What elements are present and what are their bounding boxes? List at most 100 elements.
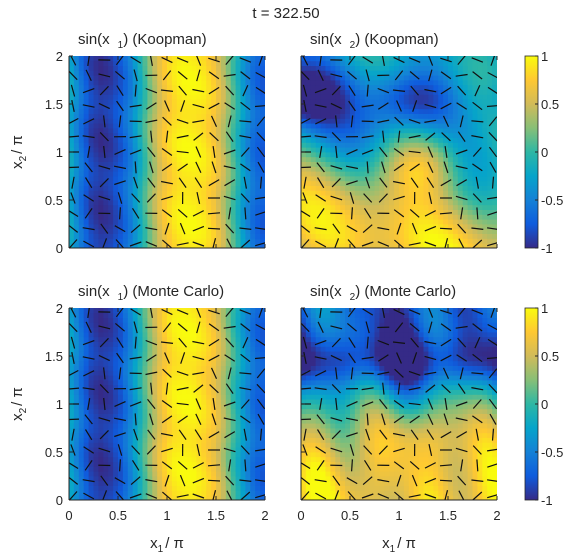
heatmap-cell bbox=[93, 332, 99, 338]
heatmap-cell bbox=[176, 142, 183, 148]
heatmap-cell bbox=[171, 99, 178, 105]
heatmap-cell bbox=[137, 214, 143, 220]
heatmap-cell bbox=[108, 461, 114, 467]
heatmap-cell bbox=[240, 224, 246, 230]
heatmap-cell bbox=[448, 89, 454, 95]
heatmap-cell bbox=[325, 176, 331, 182]
heatmap-cell bbox=[201, 485, 207, 491]
heatmap-cell bbox=[147, 456, 153, 462]
heatmap-cell bbox=[167, 89, 173, 95]
heatmap-cell bbox=[93, 99, 99, 105]
heatmap-cell bbox=[181, 147, 187, 153]
heatmap-cell bbox=[186, 432, 192, 438]
heatmap-cell bbox=[235, 176, 241, 182]
heatmap-cell bbox=[225, 394, 232, 400]
heatmap-cell bbox=[477, 233, 483, 239]
heatmap-cell bbox=[196, 60, 202, 66]
heatmap-cell bbox=[176, 360, 183, 366]
heatmap-cell bbox=[176, 370, 183, 376]
heatmap-cell bbox=[310, 84, 317, 90]
heatmap-cell bbox=[418, 219, 424, 225]
heatmap-cell bbox=[206, 480, 212, 486]
heatmap-cell bbox=[350, 99, 356, 105]
heatmap-cell bbox=[186, 485, 192, 491]
heatmap-cell bbox=[171, 356, 178, 362]
heatmap-cell bbox=[98, 161, 104, 167]
heatmap-cell bbox=[225, 389, 232, 395]
heatmap-cell bbox=[186, 466, 192, 472]
heatmap-cell bbox=[83, 461, 89, 467]
heatmap-cell bbox=[255, 185, 261, 191]
heatmap-cell bbox=[245, 132, 251, 138]
heatmap-cell bbox=[191, 99, 197, 105]
vector-arrow bbox=[103, 145, 106, 159]
heatmap-cell bbox=[137, 238, 143, 244]
heatmap-cell bbox=[230, 461, 236, 467]
heatmap-cell bbox=[157, 432, 163, 438]
heatmap-cell bbox=[201, 442, 207, 448]
heatmap-cell bbox=[78, 137, 85, 143]
heatmap-cell bbox=[191, 404, 197, 410]
heatmap-cell bbox=[335, 233, 341, 239]
heatmap-cell bbox=[108, 118, 114, 124]
heatmap-cell bbox=[211, 219, 217, 225]
heatmap-cell bbox=[220, 432, 227, 438]
heatmap-cell bbox=[83, 341, 89, 347]
heatmap-cell bbox=[345, 137, 351, 143]
heatmap-cell bbox=[127, 418, 134, 424]
heatmap-cell bbox=[152, 128, 158, 134]
heatmap-cell bbox=[225, 413, 232, 419]
heatmap-cell bbox=[230, 490, 236, 496]
heatmap-cell bbox=[142, 70, 148, 76]
heatmap-cell bbox=[196, 375, 202, 381]
heatmap-cell bbox=[399, 204, 405, 210]
heatmap-cell bbox=[137, 108, 143, 114]
heatmap-cell bbox=[78, 442, 85, 448]
heatmap-cell bbox=[438, 152, 444, 158]
heatmap-cell bbox=[220, 399, 227, 405]
heatmap-cell bbox=[201, 180, 207, 186]
panel-title-part: sin(x bbox=[78, 283, 110, 300]
heatmap-cell bbox=[122, 375, 129, 381]
heatmap-cell bbox=[255, 128, 261, 134]
heatmap-cell bbox=[157, 370, 163, 376]
heatmap-cell bbox=[310, 219, 317, 225]
heatmap-cell bbox=[482, 147, 488, 153]
heatmap-cell bbox=[340, 238, 346, 244]
heatmap-cell bbox=[216, 384, 222, 390]
heatmap-cell bbox=[78, 176, 85, 182]
heatmap-cell bbox=[98, 356, 104, 362]
heatmap-cell bbox=[477, 171, 483, 177]
heatmap-cell bbox=[260, 60, 265, 66]
heatmap-cell bbox=[452, 195, 459, 201]
heatmap-cell bbox=[186, 423, 192, 429]
heatmap-cell bbox=[408, 219, 415, 225]
heatmap-cell bbox=[211, 56, 217, 62]
heatmap-cell bbox=[93, 480, 99, 486]
heatmap-cell bbox=[487, 180, 493, 186]
heatmap-cell bbox=[220, 219, 227, 225]
heatmap-cell bbox=[216, 346, 222, 352]
heatmap-cell bbox=[216, 104, 222, 110]
heatmap-cell bbox=[83, 224, 89, 230]
vector-arrow bbox=[178, 85, 187, 96]
heatmap-cell bbox=[359, 75, 366, 81]
heatmap-cell bbox=[250, 128, 256, 134]
heatmap-cell bbox=[78, 394, 85, 400]
heatmap-cell bbox=[315, 123, 321, 129]
heatmap-cell bbox=[103, 209, 109, 215]
heatmap-cell bbox=[113, 128, 119, 134]
heatmap-cell bbox=[152, 336, 158, 342]
heatmap-cell bbox=[413, 204, 419, 210]
heatmap-cell bbox=[330, 209, 336, 215]
heatmap-cell bbox=[142, 228, 148, 234]
heatmap-cell bbox=[98, 147, 104, 153]
vector-arrow bbox=[116, 85, 124, 97]
vector-arrow bbox=[240, 163, 251, 172]
heatmap-cell bbox=[452, 104, 459, 110]
heatmap-cell bbox=[191, 60, 197, 66]
heatmap-cell bbox=[457, 60, 464, 66]
heatmap-cell bbox=[127, 209, 134, 215]
vector-arrow bbox=[225, 131, 234, 142]
heatmap-cell bbox=[379, 89, 385, 95]
